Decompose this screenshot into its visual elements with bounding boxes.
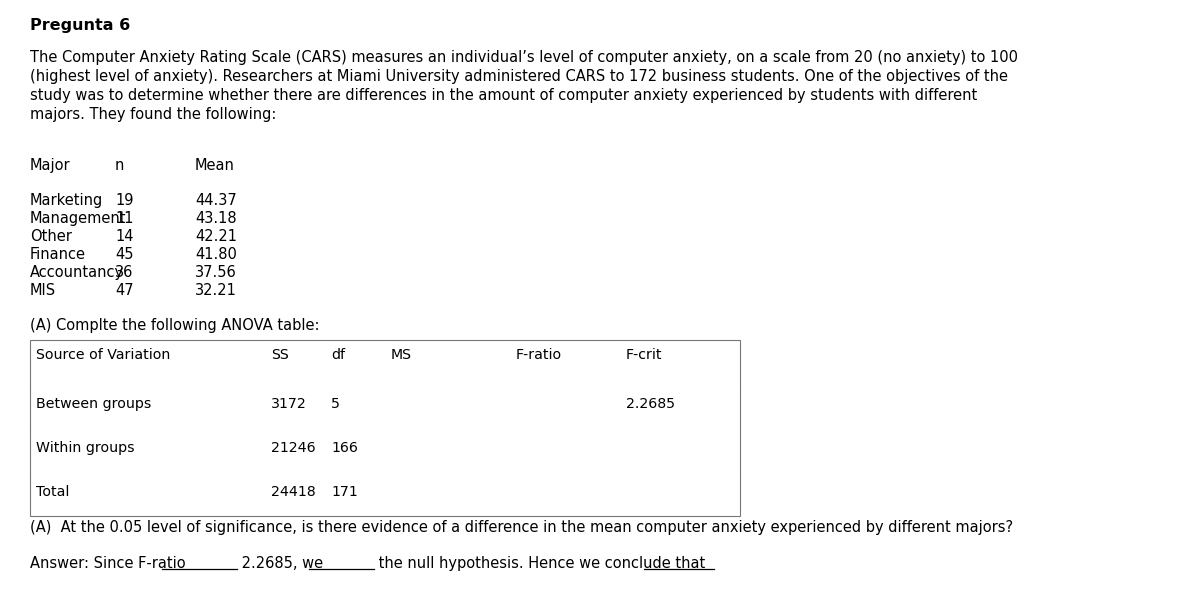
Text: 32.21: 32.21 bbox=[194, 283, 236, 298]
Text: F-ratio: F-ratio bbox=[516, 348, 562, 362]
Text: MS: MS bbox=[391, 348, 412, 362]
Text: SS: SS bbox=[271, 348, 289, 362]
Text: MIS: MIS bbox=[30, 283, 56, 298]
Text: 43.18: 43.18 bbox=[194, 211, 236, 226]
Text: 166: 166 bbox=[331, 441, 358, 455]
Text: Within groups: Within groups bbox=[36, 441, 134, 455]
Text: 5: 5 bbox=[331, 397, 340, 411]
Text: F-crit: F-crit bbox=[626, 348, 662, 362]
Text: 2.2685, we: 2.2685, we bbox=[238, 556, 328, 571]
Text: 2.2685: 2.2685 bbox=[626, 397, 676, 411]
Text: 45: 45 bbox=[115, 247, 133, 262]
Text: 19: 19 bbox=[115, 193, 133, 208]
Text: 44.37: 44.37 bbox=[194, 193, 236, 208]
Text: Marketing: Marketing bbox=[30, 193, 103, 208]
Text: 42.21: 42.21 bbox=[194, 229, 238, 244]
Text: 24418: 24418 bbox=[271, 485, 316, 499]
Text: df: df bbox=[331, 348, 346, 362]
Text: Accountancy: Accountancy bbox=[30, 265, 124, 280]
Text: Mean: Mean bbox=[194, 158, 235, 173]
Text: 3172: 3172 bbox=[271, 397, 307, 411]
Text: 36: 36 bbox=[115, 265, 133, 280]
Text: Pregunta 6: Pregunta 6 bbox=[30, 18, 131, 33]
Text: 41.80: 41.80 bbox=[194, 247, 236, 262]
Text: The Computer Anxiety Rating Scale (CARS) measures an individual’s level of compu: The Computer Anxiety Rating Scale (CARS)… bbox=[30, 50, 1018, 65]
Text: Between groups: Between groups bbox=[36, 397, 151, 411]
Text: majors. They found the following:: majors. They found the following: bbox=[30, 107, 276, 122]
Text: Total: Total bbox=[36, 485, 70, 499]
Text: 14: 14 bbox=[115, 229, 133, 244]
Text: 47: 47 bbox=[115, 283, 133, 298]
Text: 11: 11 bbox=[115, 211, 133, 226]
Text: (A) Complte the following ANOVA table:: (A) Complte the following ANOVA table: bbox=[30, 318, 319, 333]
Text: (A)  At the 0.05 level of significance, is there evidence of a difference in the: (A) At the 0.05 level of significance, i… bbox=[30, 520, 1013, 535]
Text: Major: Major bbox=[30, 158, 71, 173]
Text: n: n bbox=[115, 158, 125, 173]
Text: 171: 171 bbox=[331, 485, 358, 499]
Text: Finance: Finance bbox=[30, 247, 86, 262]
Text: Other: Other bbox=[30, 229, 72, 244]
Text: the null hypothesis. Hence we conclude that: the null hypothesis. Hence we conclude t… bbox=[374, 556, 710, 571]
Text: Answer: Since F-ratio: Answer: Since F-ratio bbox=[30, 556, 191, 571]
Text: 37.56: 37.56 bbox=[194, 265, 236, 280]
Text: Source of Variation: Source of Variation bbox=[36, 348, 170, 362]
Text: study was to determine whether there are differences in the amount of computer a: study was to determine whether there are… bbox=[30, 88, 977, 103]
Text: (highest level of anxiety). Researchers at Miami University administered CARS to: (highest level of anxiety). Researchers … bbox=[30, 69, 1008, 84]
Text: Management: Management bbox=[30, 211, 126, 226]
Text: 21246: 21246 bbox=[271, 441, 316, 455]
